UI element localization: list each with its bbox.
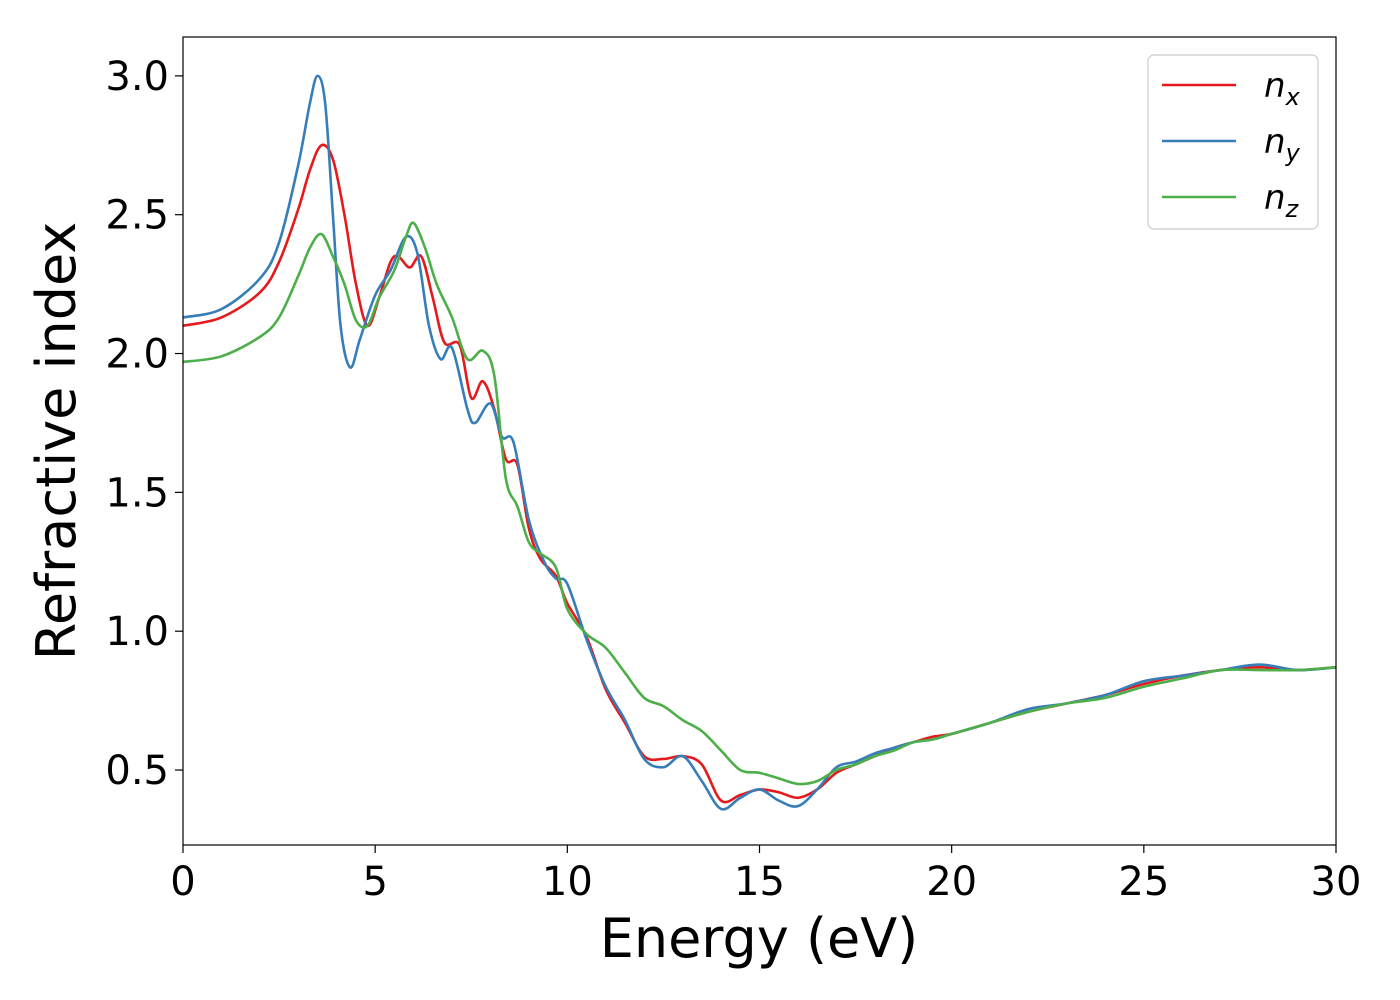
legend-label-z: nz [1264,178,1300,223]
legend: nx ny nz [1147,54,1319,230]
x-axis-ticks: 0 5 10 15 20 25 30 [170,845,1361,905]
series-lines [183,74,1336,811]
series-line-x [183,143,1336,804]
legend-label-y: ny [1264,122,1301,167]
x-axis-label: Energy (eV) [600,907,919,970]
x-tick-label: 10 [542,859,593,905]
y-tick-label: 1.0 [105,609,169,655]
y-tick-label: 2.0 [105,332,169,378]
legend-label-x: nx [1264,66,1301,111]
y-tick-label: 1.5 [105,470,169,516]
x-tick-label: 25 [1118,859,1169,905]
y-tick-label: 0.5 [105,748,169,794]
x-tick-label: 30 [1311,859,1362,905]
y-tick-label: 2.5 [105,193,169,239]
y-axis-ticks: 0.5 1.0 1.5 2.0 2.5 3.0 [105,54,183,794]
y-tick-label: 3.0 [105,54,169,100]
x-tick-label: 15 [734,859,785,905]
series-line-z [183,221,1336,786]
x-tick-label: 5 [362,859,387,905]
x-tick-label: 20 [926,859,977,905]
x-tick-label: 0 [170,859,195,905]
y-axis-label: Refractive index [25,222,88,661]
